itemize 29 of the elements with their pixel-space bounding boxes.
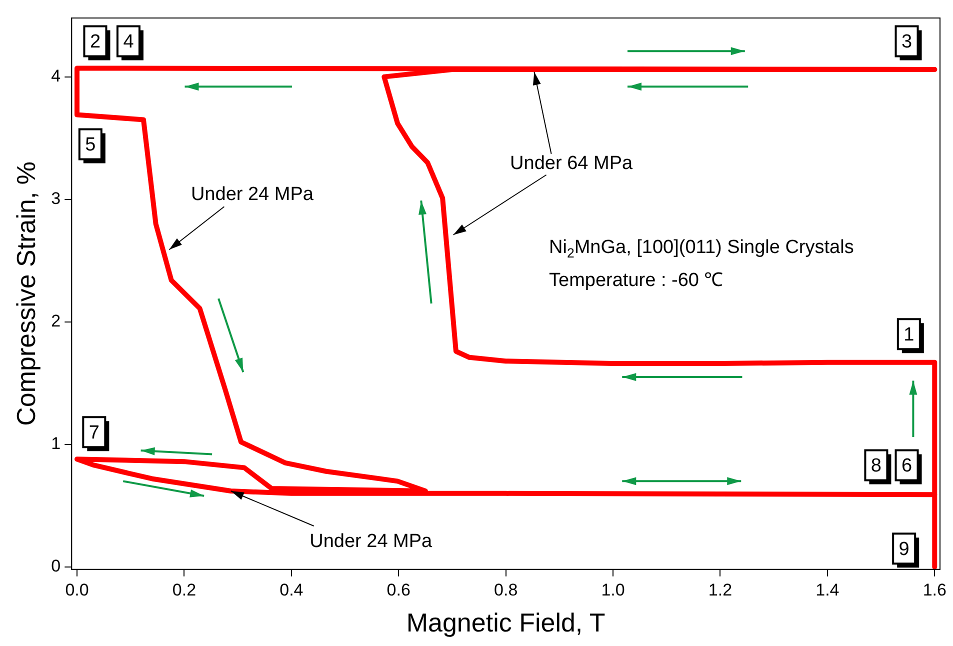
y-tick-label: 0 <box>51 556 61 576</box>
annotation: 7 <box>88 422 100 444</box>
annotation: Under 24 MPa <box>190 184 314 205</box>
y-tick-label: 2 <box>51 312 61 331</box>
annotation: 9 <box>898 538 910 560</box>
y-tick-label: 3 <box>51 189 61 208</box>
x-tick-label: 1.0 <box>601 580 625 600</box>
annotation: 3 <box>901 32 912 53</box>
x-tick-label: 0.4 <box>280 580 304 600</box>
y-tick-label: 4 <box>51 66 61 86</box>
x-tick-label: 0.8 <box>494 580 518 600</box>
x-axis-title: Magnetic Field, T <box>406 608 606 638</box>
annotation: 1 <box>904 324 914 346</box>
annotation: Under 24 MPa <box>310 531 433 552</box>
x-tick-label: 0.0 <box>65 580 89 600</box>
annotation: 4 <box>123 32 134 53</box>
x-tick-label: 1.2 <box>708 580 732 600</box>
x-tick-label: 0.6 <box>386 580 410 600</box>
annotation: 2 <box>90 32 101 53</box>
annotation: 6 <box>901 455 912 476</box>
x-tick-label: 0.2 <box>172 580 196 600</box>
annotation: Under 64 MPa <box>510 153 633 174</box>
annotation: 5 <box>85 134 96 156</box>
y-axis-title: Compressive Strain, % <box>10 161 41 426</box>
annotation: 8 <box>870 455 882 476</box>
y-tick-label: 1 <box>51 434 61 454</box>
annotation: Temperature : -60 ℃ <box>549 270 724 292</box>
x-tick-label: 1.4 <box>816 580 840 600</box>
x-tick-label: 1.6 <box>922 580 946 600</box>
